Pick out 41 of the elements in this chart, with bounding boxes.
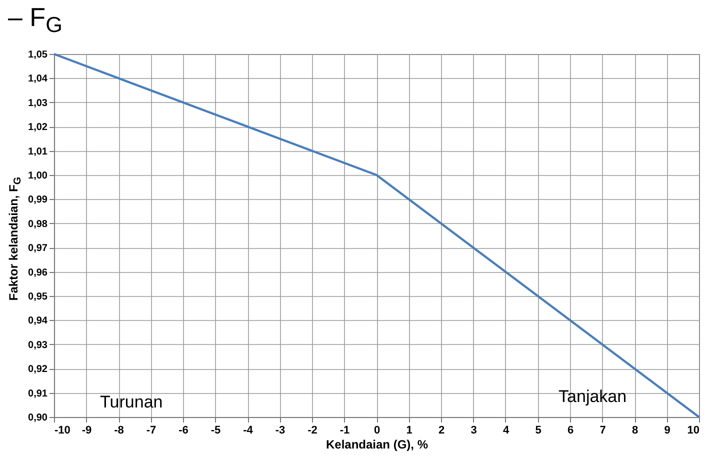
x-tick-label: 10 <box>687 424 700 436</box>
x-tick-label: -4 <box>243 424 254 436</box>
x-tick-label: -9 <box>82 424 92 436</box>
y-tick-label: 0,92 <box>28 364 48 376</box>
y-tick-label: 0,96 <box>28 267 48 278</box>
y-tick-label: 0,95 <box>28 292 48 302</box>
y-tick-label: 1,00 <box>28 170 48 182</box>
chart-title: – F$_{G}$ <box>8 2 62 38</box>
x-tick-label: -10 <box>54 424 70 436</box>
x-tick-label: 9 <box>664 424 670 436</box>
x-tick-label: 6 <box>567 424 574 436</box>
x-tick-label: -5 <box>210 424 221 436</box>
y-tick-label: 0,93 <box>28 340 48 351</box>
y-tick-label: 1,05 <box>28 50 48 60</box>
x-tick-label: 5 <box>535 424 542 436</box>
x-tick-label: -6 <box>178 424 188 436</box>
x-tick-label: 4 <box>502 424 510 436</box>
x-tick-label: 1 <box>406 424 412 436</box>
x-tick-label: -3 <box>275 424 286 436</box>
y-tick-label: 1,04 <box>28 74 48 85</box>
x-tick-label: -8 <box>114 424 124 436</box>
y-tick-label: 0,98 <box>28 218 48 230</box>
x-tick-label: -2 <box>308 424 318 436</box>
y-tick-label: 1,03 <box>28 98 48 109</box>
y-tick-label: 0,94 <box>28 316 48 327</box>
x-tick-label: 0 <box>374 424 380 436</box>
x-tick-label: 8 <box>632 424 638 436</box>
y-tick-label: 0,97 <box>28 243 48 254</box>
y-tick-label: 0,90 <box>28 412 48 424</box>
x-tick-label: 2 <box>438 424 445 436</box>
annotation: Turunan <box>100 392 163 412</box>
y-tick-label: 0,91 <box>28 388 48 400</box>
x-tick-label: -1 <box>340 424 350 436</box>
x-tick-label: -7 <box>146 424 156 436</box>
annotation: Tanjakan <box>558 387 627 406</box>
y-tick-label: 1,01 <box>28 146 48 158</box>
x-tick-label: 7 <box>600 424 606 436</box>
x-tick-label: 3 <box>470 424 477 436</box>
y-tick-label: 1,02 <box>28 122 48 134</box>
x-axis-title: Kelandaian (G), % <box>326 438 428 452</box>
y-tick-label: 0,99 <box>28 194 48 206</box>
